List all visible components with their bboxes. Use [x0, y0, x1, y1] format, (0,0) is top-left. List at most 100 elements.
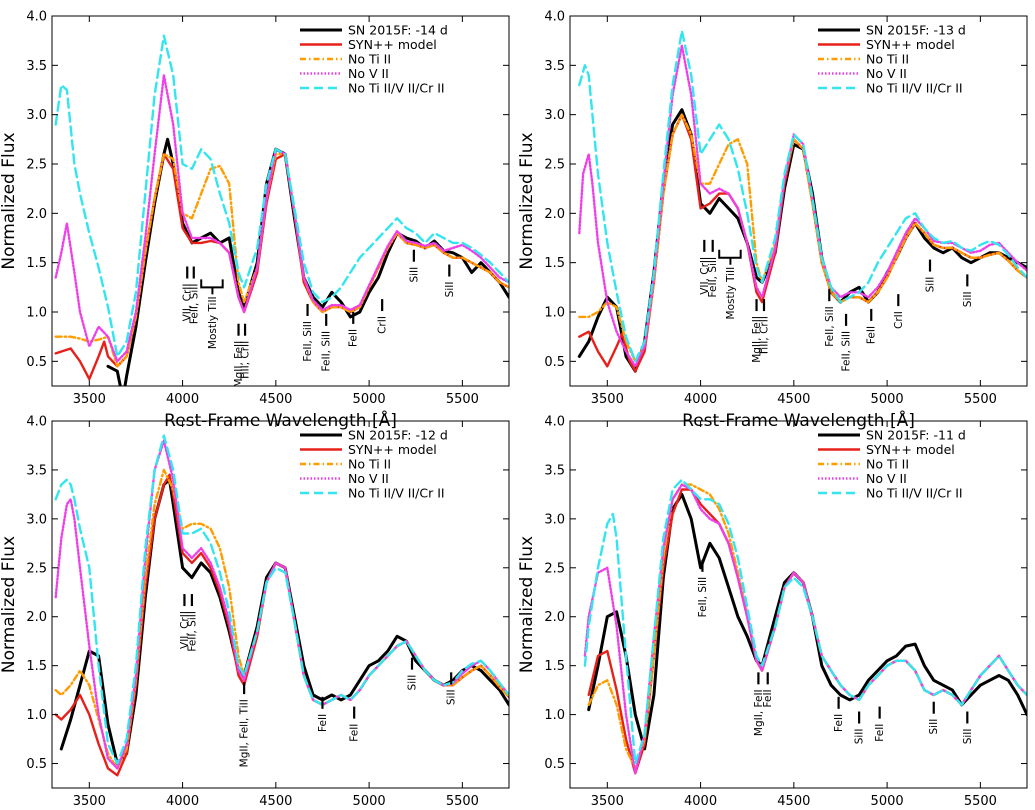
y-tick-label: 0.5	[544, 355, 565, 370]
annotation-label: MgII, FeII	[753, 689, 765, 736]
y-tick-label: 4.0	[26, 415, 47, 430]
y-tick-label: 3.0	[26, 108, 47, 123]
annotation-label: FeII	[833, 714, 845, 732]
series-line-3	[583, 483, 1027, 775]
annotation-label: SiII	[854, 728, 866, 744]
y-tick-label: 3.5	[26, 59, 47, 74]
legend-entry-1: SYN++ model	[348, 442, 437, 457]
annotation-label: MgII, FeII	[751, 316, 763, 363]
y-tick-label: 0.5	[26, 355, 47, 370]
y-tick-label: 1.5	[26, 256, 47, 271]
y-tick-label: 2.0	[544, 610, 565, 625]
annotation-label: MgII, Fell, TiII	[239, 699, 251, 767]
legend-entry-2: No Ti II	[866, 52, 909, 67]
series-line-2	[54, 152, 509, 368]
x-tick-label: 3500	[591, 392, 624, 407]
annotation-bracket	[200, 279, 224, 289]
axes-frame	[51, 15, 510, 387]
annotation-label: Mostly TiII	[207, 296, 219, 349]
legend-entry-4: No Ti II/V II/Cr II	[348, 486, 445, 501]
annotation-label: FeII, SiII	[841, 331, 853, 372]
y-tick-label: 1.0	[26, 306, 47, 321]
annotation-label: FeII, SiII	[186, 611, 198, 652]
annotation-label: TiII, CrII	[240, 341, 252, 382]
x-tick-label: 3500	[73, 794, 106, 809]
annotation-label: SiII	[444, 282, 456, 298]
series-line-2	[54, 468, 509, 770]
x-tick-label: 4500	[259, 794, 292, 809]
annotation-label: VII, CrII	[179, 611, 191, 649]
y-tick-label: 2.5	[26, 158, 47, 173]
x-tick-label: 4000	[166, 794, 199, 809]
annotation-label: FeII, SiII	[302, 321, 314, 362]
legend-entry-4: No Ti II/V II/Cr II	[866, 486, 963, 501]
legend-entry-3: No V II	[348, 471, 389, 486]
annotation-label: SiII	[928, 719, 940, 735]
annotation-label: SiII	[962, 291, 974, 307]
annotation-label: FeII	[866, 326, 878, 344]
annotation-label: CrII	[893, 311, 905, 329]
x-tick-label: 4000	[166, 392, 199, 407]
series-group	[54, 434, 509, 777]
y-axis-label: Normalized Flux	[0, 132, 19, 269]
annotation-label: FeII, SiII	[697, 577, 709, 618]
y-tick-label: 2.5	[544, 158, 565, 173]
x-axis-label: Rest-Frame Wavelength [Å]	[682, 409, 915, 431]
series-line-1	[54, 473, 509, 777]
y-tick-label: 4.0	[544, 10, 565, 25]
x-tick-label: 5500	[446, 794, 479, 809]
annotation-label: FeII, SiII	[824, 306, 836, 347]
annotation-label: FeII	[317, 714, 329, 732]
y-tick-label: 4.0	[544, 415, 565, 430]
y-tick-label: 3.0	[544, 512, 565, 527]
x-tick-label: 4500	[777, 794, 810, 809]
y-tick-label: 0.5	[26, 757, 47, 772]
annotation-label: VII, CrII	[699, 257, 711, 295]
annotation-label: FeII, SiII	[707, 257, 719, 298]
y-tick-label: 2.0	[26, 207, 47, 222]
series-line-4	[583, 478, 1027, 765]
series-line-4	[54, 34, 509, 358]
x-tick-label: 4500	[259, 392, 292, 407]
y-tick-label: 4.0	[26, 10, 47, 25]
annotation-label: SiII	[446, 689, 458, 705]
legend-entry-0: SN 2015F: -12 d	[348, 428, 448, 443]
legend-entry-4: No Ti II/V II/Cr II	[348, 81, 445, 96]
legend-entry-3: No V II	[348, 66, 389, 81]
panel-bottom-left: 3500 4000 4500 5000 5500 0.5 1.0 1.5 2.0 2.5 3.0 3.…	[0, 415, 510, 809]
axes-frame	[569, 15, 1028, 387]
y-axis-label: Normalized Flux	[0, 536, 19, 673]
series-line-4	[54, 434, 509, 765]
y-tick-label: 2.0	[26, 610, 47, 625]
annotation-label: CrII	[377, 316, 389, 334]
y-tick-label: 1.5	[544, 256, 565, 271]
legend-entry-4: No Ti II/V II/Cr II	[866, 81, 963, 96]
y-tick-label: 1.0	[26, 708, 47, 723]
legend-entry-0: SN 2015F: -13 d	[866, 23, 966, 38]
y-tick-label: 2.5	[26, 561, 47, 576]
x-tick-label: 3500	[591, 794, 624, 809]
annotation-label: VII, CrII	[182, 284, 194, 322]
y-tick-label: 3.0	[26, 512, 47, 527]
annotation-label: FeII, SiII	[321, 331, 333, 372]
y-tick-label: 0.5	[544, 757, 565, 772]
annotation-label: FeII	[349, 724, 361, 742]
y-tick-label: 1.5	[544, 659, 565, 674]
y-tick-label: 3.0	[544, 108, 565, 123]
annotation-label: SiII	[407, 675, 419, 691]
x-tick-label: 5500	[446, 392, 479, 407]
y-tick-label: 3.5	[544, 59, 565, 74]
annotation-label: SiII	[408, 267, 420, 283]
panel-top-right: 3500 4000 4500 5000 5500 0.5 1.0 1.5 2.0 2.5 3.0 3.…	[517, 10, 1028, 431]
y-axis-label: Normalized Flux	[517, 132, 537, 269]
x-tick-label: 5000	[353, 392, 386, 407]
annotation-label: FeII	[874, 724, 886, 742]
legend-entry-3: No V II	[866, 471, 907, 486]
x-tick-label: 5000	[871, 794, 904, 809]
x-tick-label: 4000	[684, 794, 717, 809]
panel-bottom-right: 3500 4000 4500 5000 5500 0.5 1.0 1.5 2.0 2.5 3.0 3.…	[517, 415, 1028, 809]
legend-entry-3: No V II	[866, 66, 907, 81]
